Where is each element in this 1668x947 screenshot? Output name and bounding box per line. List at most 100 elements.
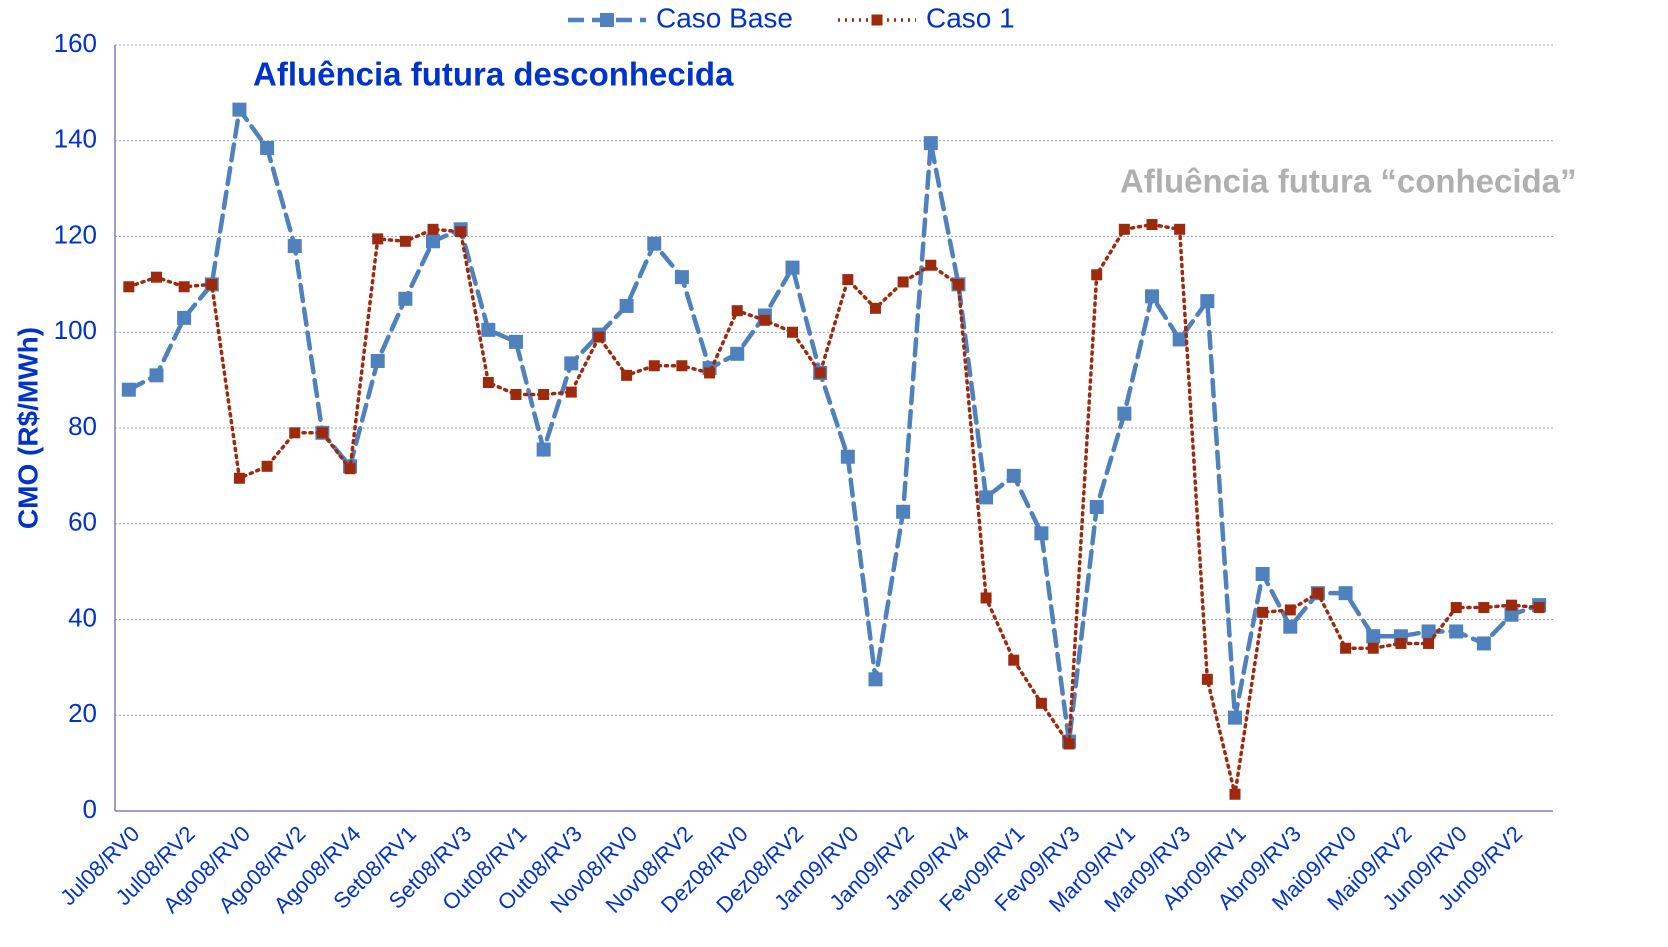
data-point [1476,636,1491,651]
series-line [127,222,1541,795]
data-point [233,472,245,484]
data-point [1338,586,1353,601]
data-point [399,235,411,247]
data-point [177,310,192,325]
data-point [868,672,883,687]
data-point [261,460,273,472]
data-point [1035,697,1047,709]
data-point [482,377,494,389]
annotation: Afluência futura “conhecida” [1120,163,1577,200]
y-tick-label: 20 [68,698,97,728]
data-point [510,388,522,400]
data-point [1423,637,1435,649]
data-point [1283,619,1298,634]
series-line [126,103,1542,742]
data-point [1200,294,1215,309]
data-point [481,322,496,337]
data-point [564,356,579,371]
data-point [923,136,938,151]
y-tick-label: 160 [54,28,97,58]
data-point [372,233,384,245]
data-point [1255,567,1270,582]
legend-label: Caso Base [656,2,793,33]
data-point [980,592,992,604]
data-point [398,291,413,306]
y-tick-label: 80 [68,411,97,441]
data-point [178,281,190,293]
data-point [1367,642,1379,654]
data-point [896,504,911,519]
data-point [1421,624,1436,639]
data-point [344,463,356,475]
data-point [730,346,745,361]
data-point [426,234,441,249]
data-point [1172,332,1187,347]
data-point [814,367,826,379]
data-point [565,386,577,398]
data-point [1227,710,1242,725]
data-point [787,326,799,338]
data-point [869,302,881,314]
data-point [593,331,605,343]
data-point [704,367,716,379]
data-point [1034,526,1049,541]
data-point [952,278,964,290]
data-point [427,223,439,235]
y-tick-label: 40 [68,602,97,632]
data-point [647,236,662,251]
data-point [260,140,275,155]
data-point [1089,499,1104,514]
data-point [370,353,385,368]
data-point [287,239,302,254]
data-point [840,449,855,464]
data-point [316,427,328,439]
data-point [150,271,162,283]
data-point [1008,654,1020,666]
data-point [149,368,164,383]
data-point [1257,606,1269,618]
legend-marker [600,13,614,27]
data-point [206,278,218,290]
data-point [1312,587,1324,599]
data-point [1340,642,1352,654]
annotation: Afluência futura desconhecida [253,56,734,93]
data-point [508,334,523,349]
data-point [1284,604,1296,616]
data-point [1063,738,1075,750]
y-tick-label: 120 [54,219,97,249]
y-tick-label: 100 [54,315,97,345]
data-point [674,270,689,285]
data-point [925,259,937,271]
data-point [731,305,743,317]
data-point [123,281,135,293]
data-point [1006,468,1021,483]
data-point [1533,602,1545,614]
data-point [1201,673,1213,685]
y-tick-label: 60 [68,507,97,537]
data-point [785,260,800,275]
data-point [1506,599,1518,611]
data-point [232,102,247,117]
data-point [1117,406,1132,421]
data-point [619,298,634,313]
data-point [1449,624,1464,639]
data-point [1146,219,1158,231]
data-point [759,314,771,326]
data-point [1145,289,1160,304]
data-point [455,226,467,238]
data-point [538,388,550,400]
data-point [536,442,551,457]
data-point [1229,788,1241,800]
data-point [1118,223,1130,235]
data-point [979,490,994,505]
data-point [1091,269,1103,281]
data-point [1504,607,1519,622]
legend-marker [871,14,883,26]
data-point [648,360,660,372]
legend-label: Caso 1 [926,2,1015,33]
data-point [1450,602,1462,614]
data-point [621,369,633,381]
data-point [1395,637,1407,649]
y-tick-label: 0 [83,794,97,824]
